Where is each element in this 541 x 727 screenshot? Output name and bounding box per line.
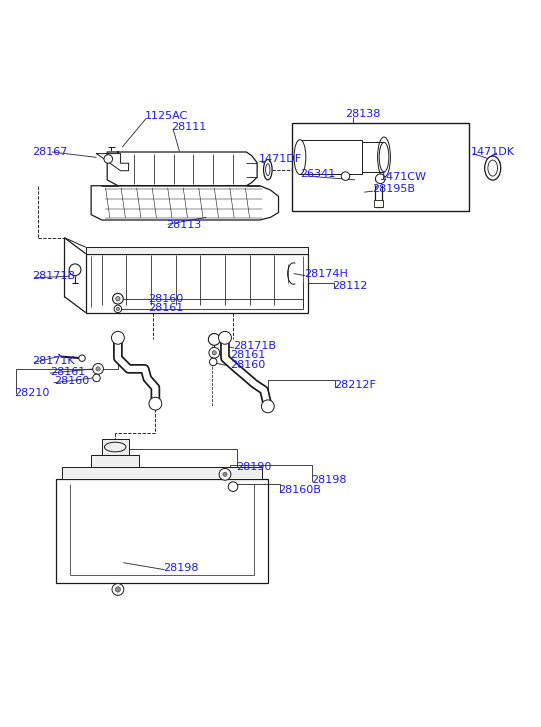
Bar xyxy=(62,467,262,478)
Polygon shape xyxy=(107,152,257,185)
Text: 28190: 28190 xyxy=(236,462,271,473)
Text: 28160: 28160 xyxy=(230,360,266,369)
Bar xyxy=(86,247,308,254)
Circle shape xyxy=(149,397,162,410)
Text: 28174H: 28174H xyxy=(304,269,348,279)
Circle shape xyxy=(104,155,113,164)
Text: 28212F: 28212F xyxy=(334,380,375,390)
Text: 28160B: 28160B xyxy=(279,485,321,495)
Text: 28195B: 28195B xyxy=(372,185,415,195)
Text: 28160: 28160 xyxy=(54,376,89,386)
Polygon shape xyxy=(91,185,279,220)
Circle shape xyxy=(93,374,100,382)
Text: 28171B: 28171B xyxy=(233,342,276,351)
Ellipse shape xyxy=(263,159,272,180)
Text: 26341: 26341 xyxy=(300,169,335,180)
Text: 28171B: 28171B xyxy=(32,271,75,281)
Circle shape xyxy=(116,308,120,310)
Text: 28167: 28167 xyxy=(32,147,68,157)
Circle shape xyxy=(69,264,81,276)
Circle shape xyxy=(93,364,103,374)
Ellipse shape xyxy=(379,142,389,172)
Ellipse shape xyxy=(104,442,126,452)
Text: 1471DK: 1471DK xyxy=(471,147,515,157)
Circle shape xyxy=(212,350,216,355)
Circle shape xyxy=(228,482,238,491)
Bar xyxy=(292,123,469,211)
Circle shape xyxy=(219,468,231,481)
Text: 1471CW: 1471CW xyxy=(380,172,427,182)
Text: 28171K: 28171K xyxy=(32,356,75,366)
Text: 28112: 28112 xyxy=(333,281,368,291)
Text: 28161: 28161 xyxy=(230,350,266,360)
Text: 28161: 28161 xyxy=(148,303,183,313)
Text: 28138: 28138 xyxy=(346,109,381,119)
Circle shape xyxy=(375,174,385,184)
Text: 28111: 28111 xyxy=(171,122,207,132)
Text: 28198: 28198 xyxy=(311,475,346,485)
Circle shape xyxy=(341,172,349,180)
Text: 1125AC: 1125AC xyxy=(144,111,188,121)
Circle shape xyxy=(208,334,220,345)
Bar xyxy=(102,439,129,455)
Text: 28161: 28161 xyxy=(50,366,85,377)
Circle shape xyxy=(209,358,217,366)
Circle shape xyxy=(111,332,124,344)
Circle shape xyxy=(114,305,122,313)
Text: 28210: 28210 xyxy=(15,388,50,398)
Text: 28160: 28160 xyxy=(148,294,183,304)
Polygon shape xyxy=(96,153,129,171)
Bar xyxy=(56,478,268,583)
Circle shape xyxy=(112,584,124,595)
Circle shape xyxy=(79,355,85,361)
Circle shape xyxy=(219,332,232,344)
Circle shape xyxy=(96,366,100,371)
Circle shape xyxy=(223,473,227,476)
Ellipse shape xyxy=(266,164,270,175)
Circle shape xyxy=(115,587,121,592)
Ellipse shape xyxy=(294,140,306,174)
Bar xyxy=(300,140,361,174)
Bar xyxy=(374,200,384,206)
Bar xyxy=(91,455,140,467)
Ellipse shape xyxy=(485,156,501,180)
Bar xyxy=(86,254,308,313)
Circle shape xyxy=(113,294,123,304)
Circle shape xyxy=(116,297,120,301)
Ellipse shape xyxy=(488,160,498,176)
Text: 28113: 28113 xyxy=(166,220,201,230)
Circle shape xyxy=(209,348,220,358)
Text: 1471DF: 1471DF xyxy=(259,154,302,164)
Text: 28198: 28198 xyxy=(163,563,199,573)
Circle shape xyxy=(261,400,274,413)
